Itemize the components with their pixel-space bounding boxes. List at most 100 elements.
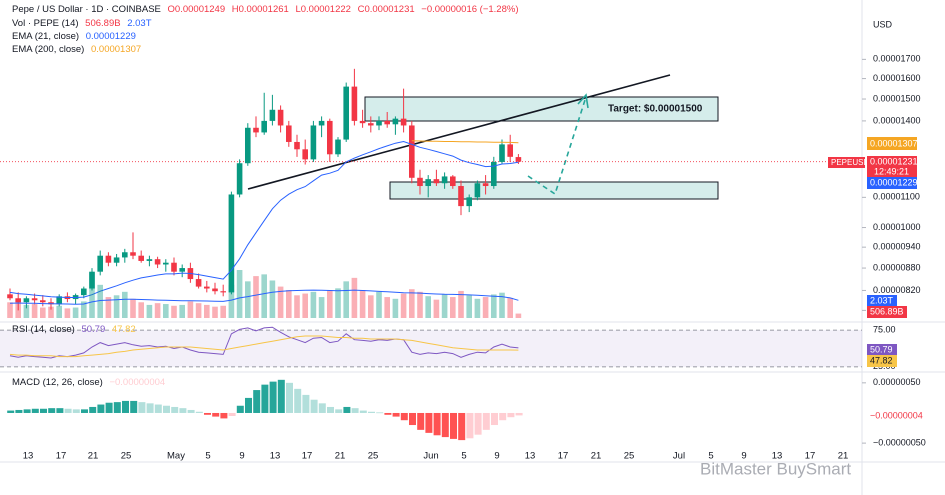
volume-bar	[458, 290, 464, 318]
rsi-legend: RSI (14, close) 50.79 47.82	[12, 324, 140, 335]
x-tick-label: 9	[494, 451, 499, 462]
macd-bar	[195, 411, 203, 413]
macd-bar	[138, 402, 146, 413]
volume-tag	[867, 306, 907, 318]
volume-bar	[72, 307, 79, 318]
candle-body	[384, 120, 390, 125]
volume-bar	[187, 301, 194, 318]
volume-ma-tag	[867, 295, 897, 307]
countdown-label: 12:49:21	[874, 166, 909, 176]
ema200-value: 0.00001307	[90, 44, 142, 55]
macd-bar	[491, 412, 498, 426]
support-zone	[389, 181, 719, 200]
volume-bar	[335, 288, 341, 318]
macd-bar	[343, 406, 351, 413]
macd-bar	[48, 408, 56, 413]
x-tick-label: 25	[368, 451, 379, 462]
candle-body	[171, 262, 177, 272]
ohlc-low: L0.00001222	[295, 4, 351, 15]
volume-bar	[113, 295, 120, 318]
candle-body	[327, 120, 333, 155]
rsi-tag-label: 50.79	[870, 344, 893, 354]
projection-arrow	[577, 93, 589, 109]
volume-bar	[31, 304, 38, 318]
candle-body	[236, 163, 243, 195]
volume-bar	[351, 277, 358, 318]
macd-bar	[245, 397, 252, 413]
rsi-band	[0, 330, 862, 367]
y-tick-label: 0.00001100	[873, 192, 920, 202]
ema200-name: EMA (200, close)	[12, 44, 85, 55]
candle-body	[417, 177, 423, 187]
projection-path	[527, 99, 586, 196]
x-tick-label: 25	[121, 451, 132, 462]
candle-body	[359, 120, 366, 124]
volume-bar	[171, 305, 177, 318]
candle-body	[23, 298, 30, 303]
macd-bar	[515, 412, 523, 416]
volume-bar	[138, 302, 144, 318]
x-tick-label: 5	[461, 451, 466, 462]
volume-bar	[302, 293, 308, 318]
volume-value: 506.89B	[85, 18, 121, 29]
macd-bar	[302, 394, 310, 413]
y-tick-label: −0.00000050	[873, 437, 926, 447]
volume-bar	[261, 274, 267, 318]
symbol-tag	[828, 157, 865, 168]
x-tick-label: 17	[558, 451, 569, 462]
candle-body	[409, 125, 415, 178]
macd-name: MACD (12, 26, close)	[12, 377, 103, 388]
candle-body	[195, 279, 202, 287]
volume-bar	[228, 284, 235, 318]
candle-body	[138, 255, 144, 261]
macd-bar	[327, 406, 334, 413]
volume-bar	[179, 304, 185, 318]
x-tick-label: May	[167, 451, 185, 462]
volume-bar	[48, 306, 54, 318]
rsi-line	[9, 335, 519, 358]
macd-bar	[89, 406, 97, 413]
candle-body	[228, 194, 235, 293]
volume-bar	[97, 284, 103, 318]
macd-legend: MACD (12, 26, close) −0.00000004	[12, 377, 169, 388]
volume-bar	[40, 307, 46, 318]
candle-body	[31, 298, 38, 301]
volume-bar	[245, 281, 251, 318]
ohlc-high: H0.00001261	[231, 4, 289, 15]
x-tick-label: 9	[741, 451, 746, 462]
volume-bar	[318, 297, 325, 318]
candle-body	[318, 120, 325, 126]
volume-bar	[343, 281, 349, 318]
volume-ma-value: 2.03T	[127, 18, 152, 29]
volume-bar	[7, 302, 13, 318]
macd-bar	[425, 412, 433, 433]
last-price-label: 0.00001231	[870, 156, 918, 166]
ema-line	[411, 140, 519, 144]
volume-bar	[56, 305, 62, 318]
candle-body	[212, 288, 218, 292]
volume-bar	[81, 301, 87, 318]
rsi-value: 50.79	[81, 324, 106, 335]
candle-body	[491, 161, 497, 187]
macd-bar	[163, 405, 170, 413]
candle-body	[368, 123, 374, 126]
macd-bar	[236, 405, 244, 413]
volume-bar	[163, 304, 169, 318]
volume-bar	[294, 295, 300, 318]
macd-bar	[392, 412, 400, 417]
x-tick-label: 21	[838, 451, 849, 462]
volume-bar	[105, 297, 112, 318]
volume-bar	[253, 276, 259, 318]
candle-body	[130, 252, 136, 256]
rsi-ma-value: 47.82	[111, 324, 136, 335]
candle-body	[450, 176, 456, 187]
candle-body	[7, 294, 13, 299]
volume-bar	[327, 290, 333, 318]
volume-bar	[204, 304, 210, 318]
rsi-ma-tag-label: 47.82	[870, 355, 893, 365]
macd-bar	[474, 412, 482, 435]
macd-bar	[458, 412, 466, 441]
x-tick-label: 13	[772, 451, 783, 462]
y-tick-label: 0.00000940	[873, 242, 921, 252]
x-tick-label: Jul	[673, 451, 685, 462]
